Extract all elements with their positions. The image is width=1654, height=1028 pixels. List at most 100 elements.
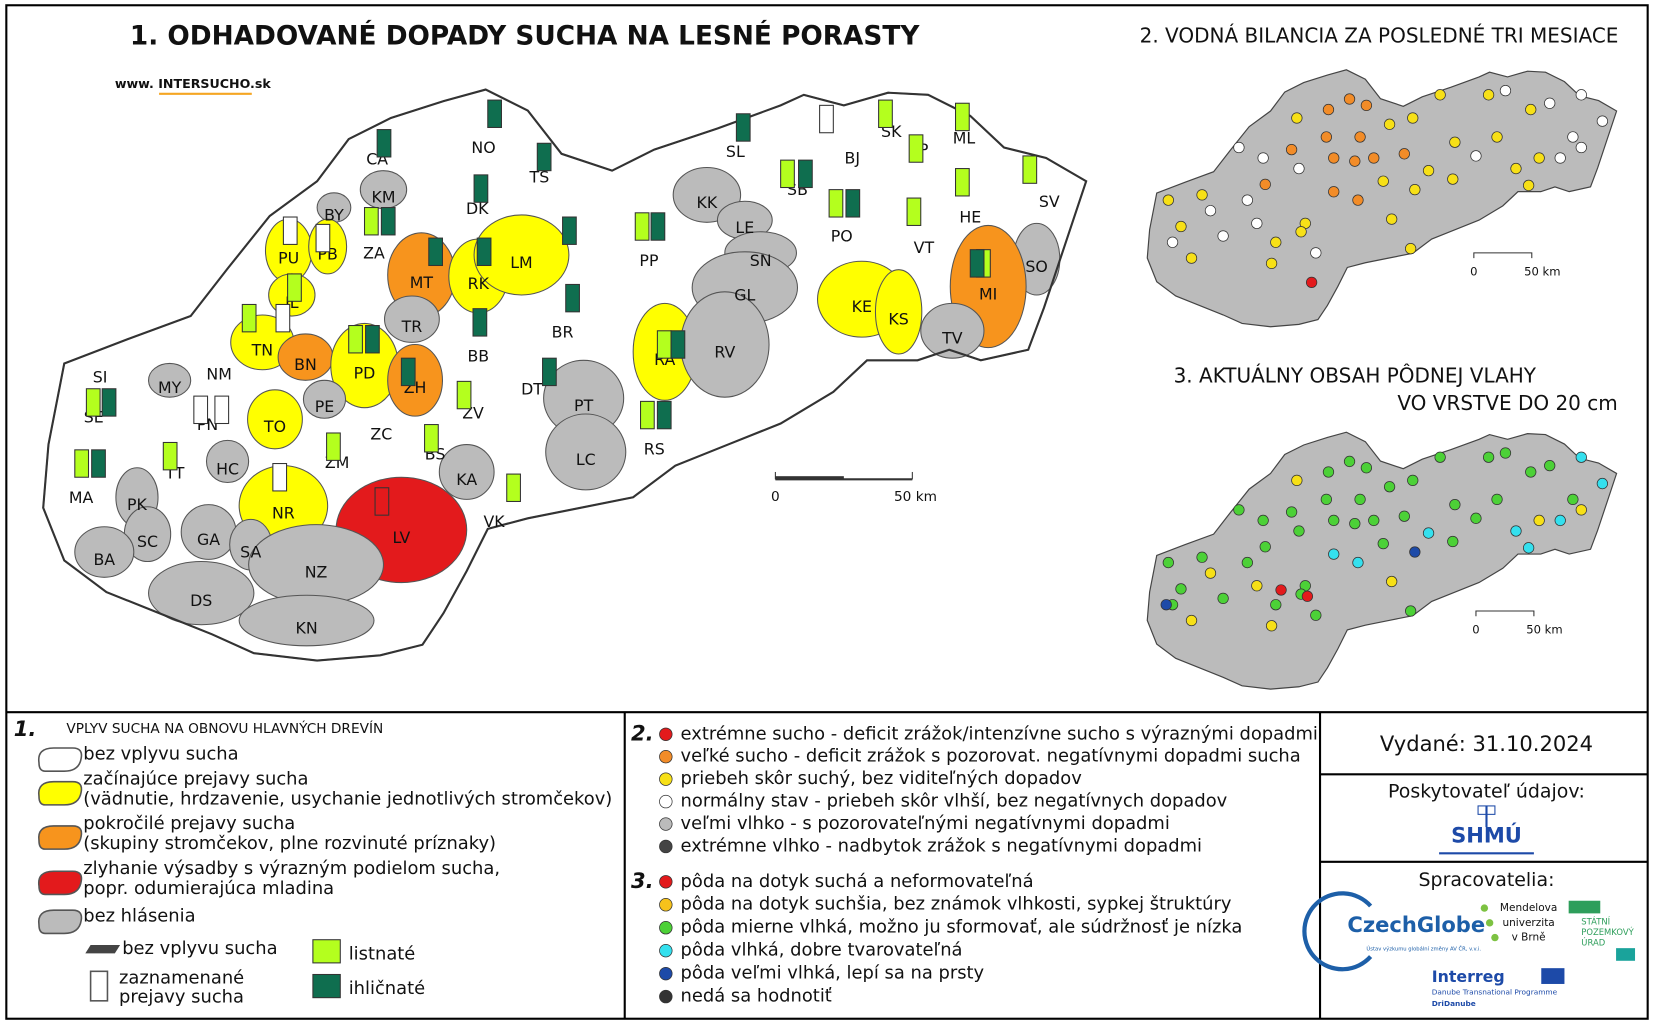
spu-logo xyxy=(1568,900,1601,914)
station-dot xyxy=(1185,614,1198,627)
district-label: MI xyxy=(979,284,997,303)
forest-icon xyxy=(241,303,257,333)
district-label: DK xyxy=(466,199,489,218)
district-label: PU xyxy=(278,249,299,268)
district-label: MY xyxy=(158,378,182,397)
station-dot xyxy=(1596,115,1609,127)
district-area xyxy=(205,439,250,484)
district-label: PT xyxy=(574,396,594,415)
station-dot xyxy=(1162,556,1174,569)
district-label: NR xyxy=(272,504,295,523)
station-dot xyxy=(1398,148,1410,160)
interreg: Interreg xyxy=(1432,967,1505,986)
district-label: PD xyxy=(354,363,376,382)
district-label: TS xyxy=(529,168,550,187)
project: DriDanube xyxy=(1432,999,1476,1008)
forest-icon xyxy=(656,400,672,430)
forest-icon xyxy=(428,237,444,267)
district-label: DT xyxy=(521,379,543,398)
map3-title: 3. AKTUÁLNY OBSAH PÔDNEJ VLAHY xyxy=(1174,364,1537,388)
spu-logo xyxy=(1616,948,1636,961)
district-label: VT xyxy=(914,238,935,257)
station-dot xyxy=(1575,89,1587,101)
station-dot xyxy=(1196,551,1208,563)
forest-icon xyxy=(487,99,502,128)
frame xyxy=(5,4,1649,1020)
title: 1. ODHADOVANÉ DOPADY SUCHA NA LESNÉ PORA… xyxy=(130,19,920,51)
scale-bar xyxy=(1473,252,1533,259)
legend1: bez vplyvu sucha začínajúce prejavy sucha… xyxy=(37,743,612,935)
station-dot xyxy=(1322,466,1335,478)
station-dot xyxy=(1522,179,1535,192)
legend-number: 1. xyxy=(14,716,37,741)
forest-icon xyxy=(400,357,416,387)
station-dot xyxy=(1544,460,1556,472)
forest-icon xyxy=(424,424,439,453)
legend-label: pôda veľmi vlhká, lepí sa na prsty xyxy=(681,963,985,984)
district-area xyxy=(238,594,375,647)
station-dot xyxy=(1257,152,1269,164)
legend-label: prejavy sucha xyxy=(119,987,244,1008)
scale-label: 0 xyxy=(1470,264,1477,278)
station-dot xyxy=(1554,514,1566,527)
forest-icon xyxy=(798,159,813,189)
legend-swatch xyxy=(37,780,83,806)
station-dot xyxy=(1482,89,1495,101)
district-label: BN xyxy=(294,355,317,374)
district-label: SO xyxy=(1025,257,1047,276)
station-dot xyxy=(1241,194,1253,206)
district-label: SC xyxy=(137,532,158,551)
forest-icon xyxy=(634,212,650,241)
map2-dots xyxy=(1162,84,1609,288)
district-label: TR xyxy=(401,317,423,336)
legend-swatch xyxy=(37,870,83,896)
legend-dot xyxy=(659,875,673,889)
station-dot xyxy=(1596,477,1609,490)
station-dot xyxy=(1386,575,1398,588)
forest-icon xyxy=(955,102,970,132)
legend-label: pokročilé prejavy sucha xyxy=(83,813,295,834)
forest-icon xyxy=(536,142,552,172)
station-dot xyxy=(1305,276,1318,288)
district-label: NM xyxy=(206,365,231,384)
district-label: ML xyxy=(953,129,976,148)
district-label: GL xyxy=(734,286,755,305)
forest-icon xyxy=(906,197,922,226)
map2-title: 2. VODNÁ BILANCIA ZA POSLEDNÉ TRI MESIAC… xyxy=(1140,23,1619,47)
station-dot xyxy=(1510,162,1522,175)
legend-dot xyxy=(659,921,673,935)
station-dot xyxy=(1162,194,1174,206)
forest-icon xyxy=(282,216,298,245)
station-dot xyxy=(1525,103,1537,116)
forest-icon xyxy=(363,207,379,236)
district-label: MT xyxy=(410,273,434,292)
czechglobe-arc xyxy=(1302,891,1373,972)
station-dot xyxy=(1354,131,1366,143)
district-area xyxy=(384,295,440,343)
forest-icon xyxy=(74,449,90,478)
forest-icon xyxy=(670,330,686,359)
station-dot xyxy=(1405,605,1417,617)
district-label: DS xyxy=(190,591,212,610)
forest-icon xyxy=(562,216,577,245)
legend-label: extrémne vlhko - nadbytok zrážok s negat… xyxy=(681,835,1202,856)
legend-label: priebeh skôr suchý, bez viditeľných dopa… xyxy=(681,768,1083,789)
station-dot xyxy=(1217,592,1229,605)
legend-swatch xyxy=(37,825,83,850)
station-dot xyxy=(1499,84,1512,97)
forest-icon xyxy=(845,189,861,218)
district-area xyxy=(874,269,923,355)
station-dot xyxy=(1499,447,1512,459)
forest-icon xyxy=(506,473,521,502)
forest-icon xyxy=(565,283,580,313)
station-dot xyxy=(1405,242,1417,255)
station-dot xyxy=(1409,183,1421,196)
station-dot xyxy=(1343,455,1356,468)
station-dot xyxy=(1251,217,1263,229)
district-label: KE xyxy=(852,297,872,316)
district-label: PO xyxy=(831,227,853,246)
district-label: BA xyxy=(93,550,115,569)
station-dot xyxy=(1491,493,1503,505)
legend-label: listnaté xyxy=(349,943,416,964)
forest-icon xyxy=(374,487,390,516)
